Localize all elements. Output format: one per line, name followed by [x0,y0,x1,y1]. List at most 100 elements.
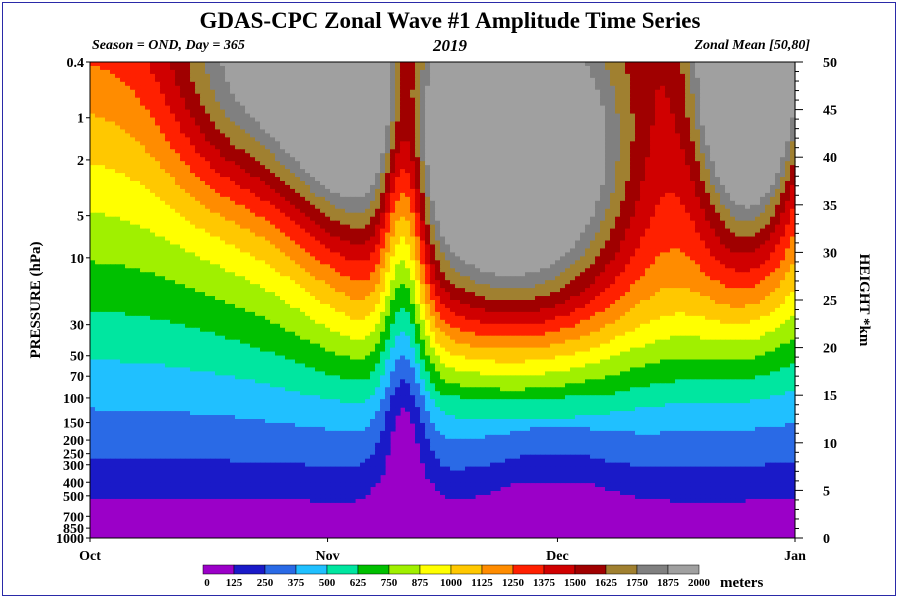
contour-cell [685,109,691,115]
contour-cell [90,153,96,158]
contour-cell [545,89,551,95]
contour-cell [655,69,661,75]
contour-cell [565,77,571,83]
contour-cell [290,62,296,67]
contour-cell [180,113,186,119]
contour-cell [665,133,671,138]
contour-cell [450,181,456,186]
contour-cell [320,149,326,154]
contour-cell [720,192,726,198]
contour-cell [345,161,351,166]
contour-cell [440,101,446,107]
contour-cell [580,69,586,75]
contour-cell [130,161,136,166]
contour-cell [170,153,176,158]
contour-cell [135,196,141,202]
contour-cell [285,97,291,103]
contour-cell [130,200,136,206]
contour-cell [540,177,546,182]
contour-cell [260,121,266,127]
contour-cell [150,184,156,190]
contour-cell [420,145,426,150]
contour-cell [465,65,471,71]
contour-cell [705,192,711,198]
contour-cell [385,69,391,75]
contour-cell [790,73,796,79]
contour-cell [695,141,701,146]
contour-cell [215,157,221,162]
contour-cell [250,181,256,186]
contour-cell [265,105,271,111]
contour-cell [365,117,371,123]
contour-cell [220,196,226,202]
contour-cell [765,169,771,174]
contour-cell [680,65,686,71]
contour-cell [200,85,206,91]
contour-cell [625,177,631,182]
contour-cell [495,69,501,75]
contour-cell [420,85,426,91]
contour-cell [145,73,151,79]
contour-cell [200,113,206,119]
contour-cell [325,161,331,166]
contour-cell [680,73,686,79]
contour-cell [350,141,356,146]
contour-cell [400,125,406,131]
contour-cell [780,101,786,107]
contour-cell [320,113,326,119]
contour-cell [600,125,606,131]
contour-cell [595,157,601,162]
contour-cell [770,157,776,162]
contour-cell [475,125,481,131]
contour-cell [735,101,741,107]
contour-cell [505,81,511,87]
contour-cell [340,89,346,95]
contour-cell [440,173,446,178]
contour-cell [270,188,276,194]
contour-cell [440,177,446,182]
contour-cell [325,109,331,115]
contour-cell [350,149,356,154]
contour-cell [125,161,131,166]
contour-cell [135,105,141,111]
contour-cell [565,165,571,170]
contour-cell [265,133,271,138]
contour-cell [270,196,276,202]
contour-cell [110,121,116,127]
contour-cell [600,121,606,127]
contour-cell [470,196,476,202]
contour-cell [695,157,701,162]
contour-cell [395,157,401,162]
contour-cell [440,93,446,99]
contour-cell [465,105,471,111]
contour-cell [560,62,566,67]
contour-cell [535,129,541,134]
contour-cell [395,145,401,150]
contour-cell [595,65,601,71]
contour-cell [305,121,311,127]
contour-cell [480,121,486,127]
contour-cell [325,165,331,170]
contour-cell [260,81,266,87]
contour-cell [575,177,581,182]
contour-cell [260,101,266,107]
contour-cell [185,173,191,178]
contour-cell [110,192,116,198]
contour-cell [380,117,386,123]
contour-cell [730,169,736,174]
contour-cell [445,109,451,115]
contour-cell [280,181,286,186]
contour-cell [380,137,386,142]
contour-cell [495,97,501,103]
contour-cell [595,101,601,107]
contour-cell [265,177,271,182]
contour-cell [220,77,226,83]
contour-cell [605,62,611,67]
contour-cell [780,73,786,79]
contour-cell [160,173,166,178]
contour-cell [490,125,496,131]
contour-cell [675,149,681,154]
contour-cell [370,173,376,178]
contour-cell [495,141,501,146]
contour-cell [370,165,376,170]
